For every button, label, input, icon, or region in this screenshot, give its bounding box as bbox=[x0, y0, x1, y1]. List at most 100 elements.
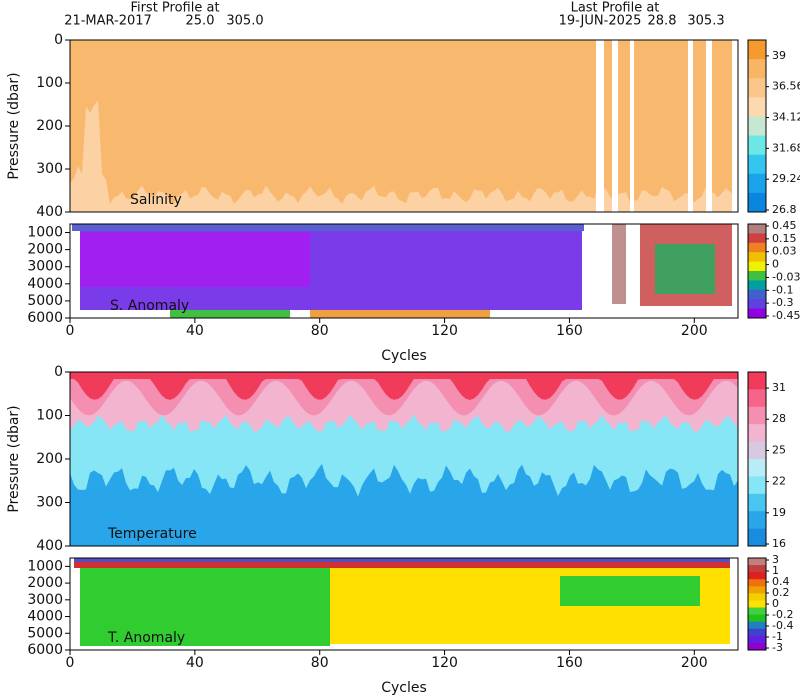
colorbar-label: 28 bbox=[772, 412, 786, 425]
y-tick-label: 5000 bbox=[27, 293, 63, 309]
y-tick-label: 4000 bbox=[27, 276, 63, 292]
panel-label: Temperature bbox=[107, 526, 197, 542]
colorbar-segment bbox=[748, 135, 766, 156]
x-tick-label: 160 bbox=[556, 655, 583, 671]
colorbar-segment bbox=[748, 424, 766, 443]
field-right bbox=[655, 244, 715, 294]
colorbar-segment bbox=[748, 572, 766, 580]
colorbar-segment bbox=[748, 299, 766, 310]
colorbar-segment bbox=[748, 628, 766, 637]
x-axis-label: Cycles bbox=[381, 680, 427, 696]
colorbar-segment bbox=[748, 493, 766, 512]
x-tick-label: 0 bbox=[66, 323, 75, 339]
colorbar-segment bbox=[748, 600, 766, 609]
colorbar-label: 36.56 bbox=[772, 80, 800, 93]
colorbar-label: -0.3 bbox=[772, 296, 793, 309]
colorbar-segment bbox=[748, 579, 766, 587]
field-right bbox=[612, 224, 626, 304]
colorbar-label: 1 bbox=[772, 564, 779, 577]
colorbar-segment bbox=[748, 59, 766, 79]
colorbar-segment bbox=[748, 271, 766, 281]
colorbar-label: 31 bbox=[772, 381, 786, 394]
colorbar-segment bbox=[748, 459, 766, 477]
y-tick-label: 3000 bbox=[27, 592, 63, 608]
y-tick-label: 1000 bbox=[27, 558, 63, 574]
y-tick-label: 2000 bbox=[27, 242, 63, 258]
field-body bbox=[560, 576, 700, 606]
y-axis-label: Pressure (dbar) bbox=[6, 72, 22, 179]
last-profile-title: Last Profile at bbox=[571, 1, 660, 16]
x-axis-label: Cycles bbox=[381, 348, 427, 364]
data-gap bbox=[596, 40, 604, 212]
y-tick-label: 6000 bbox=[27, 310, 63, 326]
colorbar-segment bbox=[748, 192, 766, 213]
field-bottom bbox=[170, 310, 290, 318]
colorbar-label: 0 bbox=[772, 597, 779, 610]
colorbar-label: 26.8 bbox=[772, 203, 797, 216]
data-gap bbox=[630, 40, 634, 212]
field-top bbox=[74, 558, 730, 568]
x-tick-label: 80 bbox=[311, 323, 329, 339]
y-tick-label: 300 bbox=[36, 161, 63, 177]
colorbar-label: 3 bbox=[772, 553, 779, 566]
colorbar-label: -0.03 bbox=[772, 270, 800, 283]
y-tick-label: 100 bbox=[36, 75, 63, 91]
colorbar-segment bbox=[748, 614, 766, 623]
y-tick-label: 400 bbox=[36, 204, 63, 220]
y-tick-label: 6000 bbox=[27, 642, 63, 658]
x-tick-label: 120 bbox=[431, 323, 458, 339]
x-tick-label: 40 bbox=[186, 655, 204, 671]
colorbar-label: -3 bbox=[772, 641, 783, 654]
field-body bbox=[80, 568, 330, 646]
last-lat: 28.8 bbox=[648, 14, 677, 29]
colorbar-segment bbox=[748, 242, 766, 253]
colorbar-label: 0.15 bbox=[772, 232, 797, 245]
colorbar-label: 34.12 bbox=[772, 111, 800, 124]
colorbar-segment bbox=[748, 565, 766, 573]
colorbar-segment bbox=[748, 528, 766, 547]
field-layer bbox=[70, 40, 738, 205]
panel-label: S. Anomaly bbox=[110, 298, 189, 314]
colorbar-segment bbox=[748, 97, 766, 117]
colorbar-label: 25 bbox=[772, 443, 786, 456]
y-tick-label: 100 bbox=[36, 408, 63, 424]
colorbar-label: 16 bbox=[772, 537, 786, 550]
y-tick-label: 300 bbox=[36, 495, 63, 511]
colorbar-label: 0.45 bbox=[772, 219, 797, 232]
y-tick-label: 0 bbox=[54, 32, 63, 48]
y-tick-label: 5000 bbox=[27, 625, 63, 641]
colorbar-segment bbox=[748, 558, 766, 566]
colorbar-segment bbox=[748, 78, 766, 98]
y-tick-label: 3000 bbox=[27, 259, 63, 275]
colorbar-segment bbox=[748, 280, 766, 291]
colorbar-segment bbox=[748, 642, 766, 651]
field-top bbox=[74, 558, 730, 562]
colorbar-label: -0.1 bbox=[772, 283, 793, 296]
colorbar-frame bbox=[747, 39, 767, 213]
x-tick-label: 120 bbox=[431, 655, 458, 671]
colorbar-segment bbox=[748, 154, 766, 175]
colorbar-segment bbox=[748, 389, 766, 408]
y-tick-label: 2000 bbox=[27, 575, 63, 591]
y-tick-label: 400 bbox=[36, 538, 63, 554]
y-tick-label: 0 bbox=[54, 364, 63, 380]
colorbar-segment bbox=[748, 586, 766, 594]
y-tick-label: 4000 bbox=[27, 609, 63, 625]
colorbar-label: -0.4 bbox=[772, 619, 793, 632]
first-date: 21-MAR-2017 bbox=[64, 14, 152, 29]
colorbar-label: 0 bbox=[772, 258, 779, 271]
data-gap bbox=[612, 40, 618, 212]
field-top bbox=[72, 224, 584, 231]
colorbar-label: 0.03 bbox=[772, 245, 797, 258]
field-layer bbox=[70, 372, 738, 400]
first-lat: 25.0 bbox=[186, 14, 215, 29]
colorbar-segment bbox=[748, 593, 766, 601]
colorbar-label: -0.45 bbox=[772, 309, 800, 322]
data-gap bbox=[706, 40, 712, 212]
panel-label: T. Anomaly bbox=[107, 630, 185, 646]
colorbar-segment bbox=[748, 252, 766, 263]
colorbar-label: 31.68 bbox=[772, 141, 800, 154]
plot-frame bbox=[69, 223, 739, 319]
